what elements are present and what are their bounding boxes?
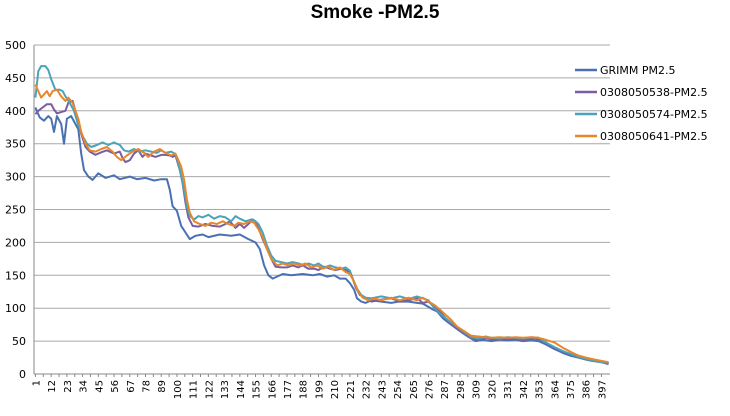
x-tick-label: 133 (220, 380, 231, 399)
chart-title: Smoke -PM2.5 (310, 2, 440, 23)
x-tick-label: 287 (440, 380, 451, 399)
x-tick-label: 78 (141, 380, 152, 393)
x-tick-label: 342 (519, 380, 530, 399)
legend-label-4: 0308050641-PM2.5 (600, 130, 708, 143)
x-tick-label: 364 (550, 380, 561, 399)
x-tick-label: 1 (31, 380, 42, 386)
x-tick-label: 177 (283, 380, 294, 399)
x-tick-label: 23 (63, 380, 74, 393)
x-tick-label: 100 (173, 380, 184, 399)
x-tick-label: 243 (377, 380, 388, 399)
series-lines (34, 65, 609, 366)
x-tick-label: 166 (267, 380, 278, 399)
series-line-1 (34, 107, 609, 366)
x-tick-label: 232 (362, 380, 373, 399)
x-tick-label: 265 (409, 380, 420, 399)
grid-lines (34, 44, 610, 342)
legend-label-2: 0308050538-PM2.5 (600, 86, 708, 99)
x-tick-label: 199 (314, 380, 325, 399)
x-tick-label: 309 (472, 380, 483, 399)
axes (33, 45, 610, 377)
x-tick-label: 221 (346, 380, 357, 399)
legend-label-1: GRIMM PM2.5 (600, 64, 676, 77)
x-tick-label: 122 (204, 380, 215, 399)
y-tick-label: 0 (19, 368, 26, 381)
legend-label-3: 0308050574-PM2.5 (600, 108, 708, 121)
x-tick-label: 12 (47, 380, 58, 393)
x-tick-label: 298 (456, 380, 467, 399)
y-axis-ticks: 0 50 100 150 200 250 300 350 400 450 500 (5, 39, 26, 381)
x-tick-label: 397 (597, 380, 608, 399)
x-tick-label: 45 (94, 380, 105, 393)
x-tick-label: 276 (424, 380, 435, 399)
x-tick-label: 210 (330, 380, 341, 399)
series-line-3 (34, 65, 609, 364)
x-tick-label: 353 (535, 380, 546, 399)
y-tick-label: 50 (12, 335, 26, 348)
y-tick-label: 450 (5, 72, 26, 85)
x-tick-label: 56 (110, 380, 121, 393)
y-tick-label: 300 (5, 171, 26, 184)
x-tick-label: 320 (487, 380, 498, 399)
y-tick-label: 250 (5, 204, 26, 217)
x-tick-label: 188 (299, 380, 310, 399)
series-line-2 (34, 99, 609, 365)
y-tick-label: 200 (5, 236, 26, 249)
x-tick-label: 34 (79, 380, 90, 393)
y-tick-label: 150 (5, 269, 26, 282)
x-tick-label: 111 (189, 380, 200, 399)
y-tick-label: 100 (5, 302, 26, 315)
y-tick-label: 500 (5, 39, 26, 52)
x-axis-ticks: 1 12 23 34 45 56 67 78 89 100 111 122 133 144 155 166 17… (31, 380, 608, 399)
y-tick-label: 350 (5, 138, 26, 151)
y-tick-label: 400 (5, 105, 26, 118)
x-tick-label: 331 (503, 380, 514, 399)
x-tick-label: 155 (252, 380, 263, 399)
x-tick-label: 89 (157, 380, 168, 393)
x-tick-label: 67 (126, 380, 137, 393)
x-tick-label: 254 (393, 380, 404, 399)
x-tick-label: 386 (582, 380, 593, 399)
x-tick-label: 144 (236, 380, 247, 399)
series-line-4 (34, 84, 609, 364)
legend: GRIMM PM2.5 0308050538-PM2.5 0308050574-PM… (575, 64, 708, 143)
x-tick-label: 375 (566, 380, 577, 399)
